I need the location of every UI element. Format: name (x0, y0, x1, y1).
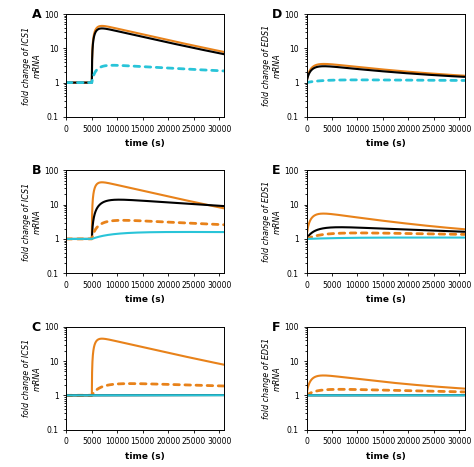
Y-axis label: fold change of EDS1
mRNA: fold change of EDS1 mRNA (262, 181, 282, 262)
Text: A: A (32, 8, 41, 21)
Y-axis label: fold change of ICS1
mRNA: fold change of ICS1 mRNA (22, 183, 41, 261)
Y-axis label: fold change of ICS1
mRNA: fold change of ICS1 mRNA (22, 339, 41, 417)
X-axis label: time (s): time (s) (126, 296, 165, 304)
Y-axis label: fold change of EDS1
mRNA: fold change of EDS1 mRNA (262, 25, 282, 106)
X-axis label: time (s): time (s) (365, 139, 405, 148)
X-axis label: time (s): time (s) (365, 452, 405, 461)
X-axis label: time (s): time (s) (126, 139, 165, 148)
Text: B: B (32, 164, 41, 177)
Text: F: F (272, 320, 280, 333)
Y-axis label: fold change of EDS1
mRNA: fold change of EDS1 mRNA (262, 338, 282, 419)
Text: C: C (32, 320, 41, 333)
X-axis label: time (s): time (s) (365, 296, 405, 304)
Text: E: E (272, 164, 280, 177)
X-axis label: time (s): time (s) (126, 452, 165, 461)
Y-axis label: fold change of ICS1
mRNA: fold change of ICS1 mRNA (22, 26, 41, 105)
Text: D: D (272, 8, 282, 21)
